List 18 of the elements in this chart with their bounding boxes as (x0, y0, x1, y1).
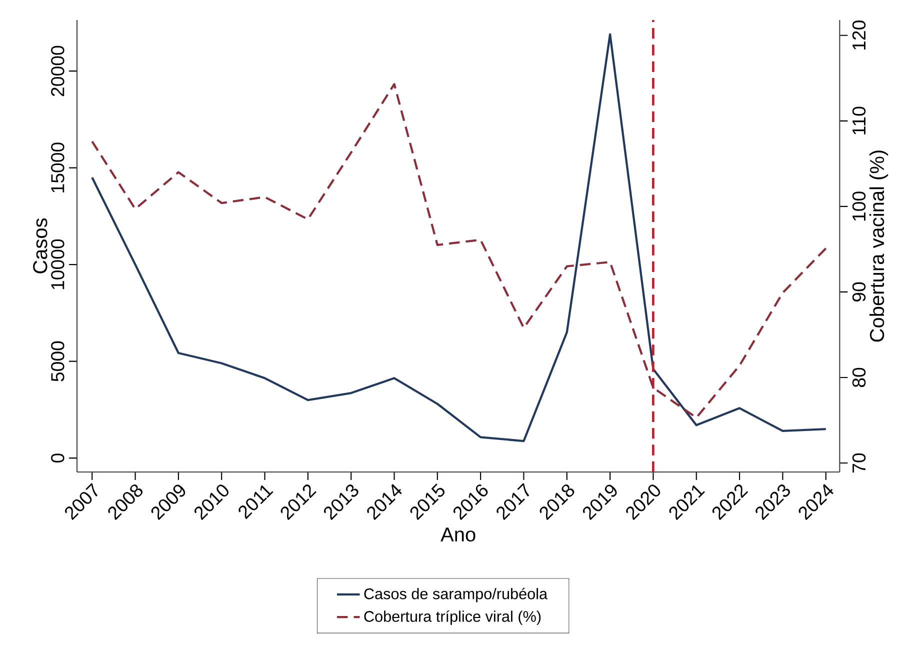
y-tick-label: 5000 (51, 341, 64, 382)
x-axis-title: Ano (440, 528, 476, 542)
y-tick-label: 0 (51, 454, 64, 463)
y2-tick-label: 110 (852, 106, 866, 134)
legend-label: Cobertura tríplice viral (%) (364, 610, 541, 625)
legend-label: Casos de sarampo/rubéola (364, 588, 548, 602)
y-tick-label: 10000 (51, 239, 64, 290)
line-series (91, 33, 827, 442)
y2-tick-label: 80 (852, 368, 866, 388)
y2-tick-label: 100 (852, 192, 866, 221)
y2-tick-label: 70 (852, 453, 866, 472)
y-tick-label: 15000 (51, 142, 64, 192)
y2-tick-label: 120 (852, 20, 866, 50)
line-series (91, 83, 827, 419)
y-tick-label: 20000 (51, 46, 64, 96)
y2-tick-label: 90 (852, 282, 866, 302)
y-axis-title: Casos (33, 218, 48, 274)
y2-axis-title: Cobertura vacinal (%) (869, 150, 888, 342)
